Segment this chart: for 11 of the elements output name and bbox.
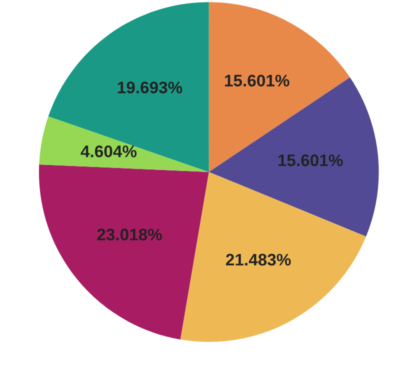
pie-slice — [180, 172, 366, 342]
data-label: 19.693% — [118, 82, 182, 94]
pie-slice — [39, 116, 209, 172]
data-label: 15.601% — [225, 74, 290, 86]
data-label: 23.018% — [97, 228, 162, 240]
pie-slice — [208, 2, 350, 172]
data-label: 21.483% — [226, 254, 291, 266]
pie-slice — [38, 164, 209, 340]
pie-slice — [48, 2, 209, 172]
data-label: 15.601% — [278, 154, 343, 166]
data-label: 4.604% — [80, 146, 137, 158]
